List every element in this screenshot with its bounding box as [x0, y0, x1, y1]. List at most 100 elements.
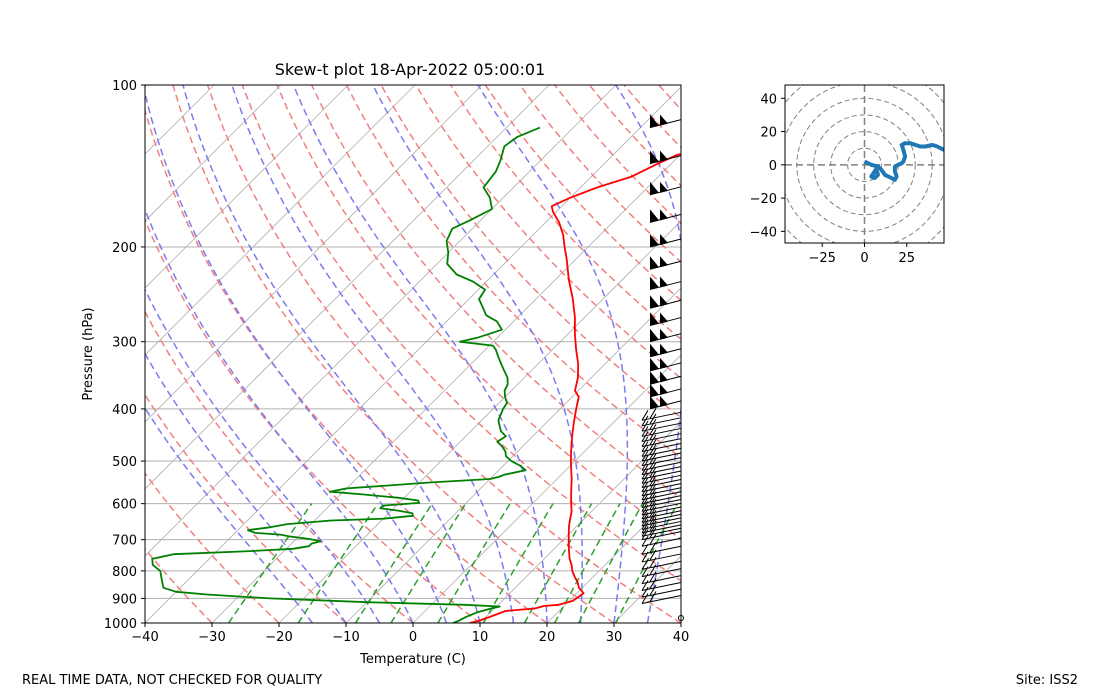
wind-barb	[641, 520, 682, 534]
isotherm-line	[145, 85, 617, 557]
wind-barb	[641, 475, 682, 489]
dry-adiabat	[345, 85, 681, 459]
y-tick-label: 800	[112, 565, 137, 580]
x-tick-label: 20	[539, 630, 556, 645]
hodo-y-tick-label: −20	[750, 192, 777, 207]
hodograph-trace	[863, 141, 944, 182]
isotherm-line	[145, 85, 282, 222]
hodo-x-tick-label: −25	[808, 251, 835, 266]
wind-barb	[641, 584, 682, 598]
quality-disclaimer: REAL TIME DATA, NOT CHECKED FOR QUALITY	[22, 673, 323, 688]
hodograph-trace-line	[863, 141, 944, 182]
skewt-profiles	[151, 126, 681, 623]
y-tick-label: 300	[112, 336, 137, 351]
wind-barb	[641, 418, 682, 432]
wind-barbs	[641, 114, 684, 621]
moist-adiabat	[292, 85, 548, 623]
site-label: Site: ISS2	[1015, 673, 1078, 688]
wind-barb	[641, 434, 682, 448]
y-tick-label: 200	[112, 241, 137, 256]
wind-barb	[641, 506, 682, 520]
wind-barb	[641, 491, 682, 505]
mixing-ratio-line	[297, 503, 379, 623]
skewt-ylabel: Pressure (hPa)	[81, 307, 96, 400]
dry-adiabat	[145, 310, 414, 623]
isotherm-line	[345, 287, 681, 623]
wind-barb	[641, 457, 682, 471]
wind-barb	[641, 591, 682, 605]
mixing-ratio-line	[577, 503, 644, 623]
wind-barb	[649, 312, 682, 327]
wind-barb	[649, 233, 682, 248]
moist-adiabat	[477, 85, 629, 623]
wind-barb	[641, 557, 682, 570]
mixing-ratio-line	[354, 503, 433, 623]
wind-barb	[641, 408, 682, 421]
wind-barb	[641, 549, 682, 563]
wind-barb	[641, 444, 682, 457]
wind-barb	[641, 429, 682, 443]
moist-adiabat	[145, 90, 448, 623]
moist-adiabat	[182, 85, 481, 623]
x-tick-label: −40	[131, 630, 158, 645]
isotherm-line	[145, 85, 550, 490]
wind-barb	[641, 487, 682, 501]
wind-barb	[641, 499, 682, 512]
x-tick-label: 30	[606, 630, 623, 645]
isotherm-line	[145, 85, 483, 423]
wind-barb	[649, 383, 682, 398]
isotherm-line	[412, 354, 681, 623]
dry-adiabat	[145, 108, 548, 623]
mixing-ratio-line	[227, 503, 313, 623]
wind-barb	[649, 150, 682, 165]
temperature-profile	[469, 152, 681, 623]
wind-barb	[649, 276, 682, 291]
dry-adiabat	[145, 393, 347, 623]
wind-barb	[641, 483, 682, 497]
wind-barb	[641, 541, 682, 555]
skewt-panel: −40 −30 −20 −10 0 10 20 30 40 100 200 300 400 500 600 7…	[81, 60, 689, 667]
hodo-x-tick-label: 0	[860, 251, 868, 266]
wind-barb	[641, 527, 682, 541]
moist-adiabat	[145, 352, 347, 623]
wind-barb	[641, 453, 682, 467]
skewt-reference-lines	[145, 85, 681, 623]
wind-barb	[649, 256, 682, 270]
wind-barb	[649, 181, 682, 196]
wind-barb	[641, 413, 682, 427]
moist-adiabat	[372, 85, 583, 623]
wind-barb	[641, 466, 682, 480]
speed-ring	[813, 114, 916, 216]
wind-barb	[649, 209, 682, 223]
wind-barb	[641, 471, 682, 484]
wind-barb	[649, 395, 682, 410]
dry-adiabat	[449, 85, 681, 341]
mixing-ratio-line	[437, 503, 511, 623]
y-tick-label: 1000	[104, 617, 137, 632]
skewt-xlabel: Temperature (C)	[359, 652, 466, 667]
hodograph-rings	[785, 85, 944, 243]
speed-ring	[847, 147, 882, 182]
moist-adiabat	[615, 85, 681, 623]
dry-adiabat	[276, 85, 681, 540]
moist-adiabat	[680, 619, 681, 623]
hodo-y-tick-label: 0	[769, 159, 777, 174]
dry-adiabat	[484, 85, 681, 302]
hodograph-ticks: −25 0 25 40 20 0 −20 −40	[750, 92, 915, 266]
wind-barb	[641, 439, 682, 452]
wind-barb	[641, 524, 682, 537]
y-tick-label: 400	[112, 403, 137, 418]
mixing-ratio-line	[482, 503, 554, 623]
isotherm-line	[278, 220, 681, 623]
x-tick-label: 10	[472, 630, 489, 645]
mixing-ratio-line	[615, 503, 678, 623]
hodo-y-tick-label: 40	[760, 92, 777, 107]
y-tick-label: 900	[112, 592, 137, 607]
wind-barb	[641, 448, 682, 462]
isotherm-line	[211, 153, 681, 623]
wind-barb	[649, 343, 682, 358]
dry-adiabat	[206, 85, 681, 623]
dry-adiabat	[145, 218, 481, 623]
wind-barb	[649, 295, 682, 309]
isotherm-line	[145, 85, 349, 289]
